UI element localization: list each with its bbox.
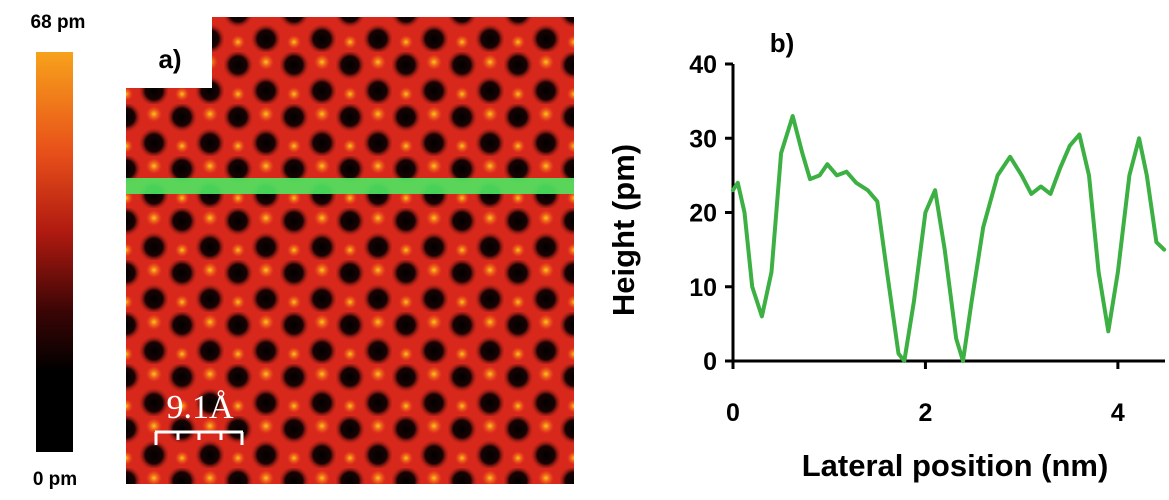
colorbar-min: 0 pm — [33, 469, 77, 490]
profile-line — [731, 114, 1167, 363]
colorbar — [36, 52, 73, 452]
panel-label-a: a) — [158, 44, 181, 74]
y-axis-label: Height (pm) — [606, 144, 641, 316]
colorbar-max: 68 pm — [31, 12, 86, 33]
y-tick-label: 40 — [689, 51, 717, 79]
x-tick-label: 0 — [726, 399, 740, 427]
x-tick-label: 2 — [918, 399, 932, 427]
x-tick-label: 4 — [1111, 399, 1125, 427]
panel-label-b: b) — [770, 28, 795, 58]
x-axis-label: Lateral position (nm) — [802, 448, 1109, 483]
y-tick-label: 0 — [703, 348, 717, 376]
y-tick-label: 30 — [689, 125, 717, 153]
y-tick-label: 10 — [689, 274, 717, 302]
scale-bar-label: 9.1Å — [166, 389, 234, 426]
scale-bar — [154, 430, 244, 445]
y-tick-label: 20 — [689, 200, 717, 228]
afm-image — [126, 17, 574, 484]
